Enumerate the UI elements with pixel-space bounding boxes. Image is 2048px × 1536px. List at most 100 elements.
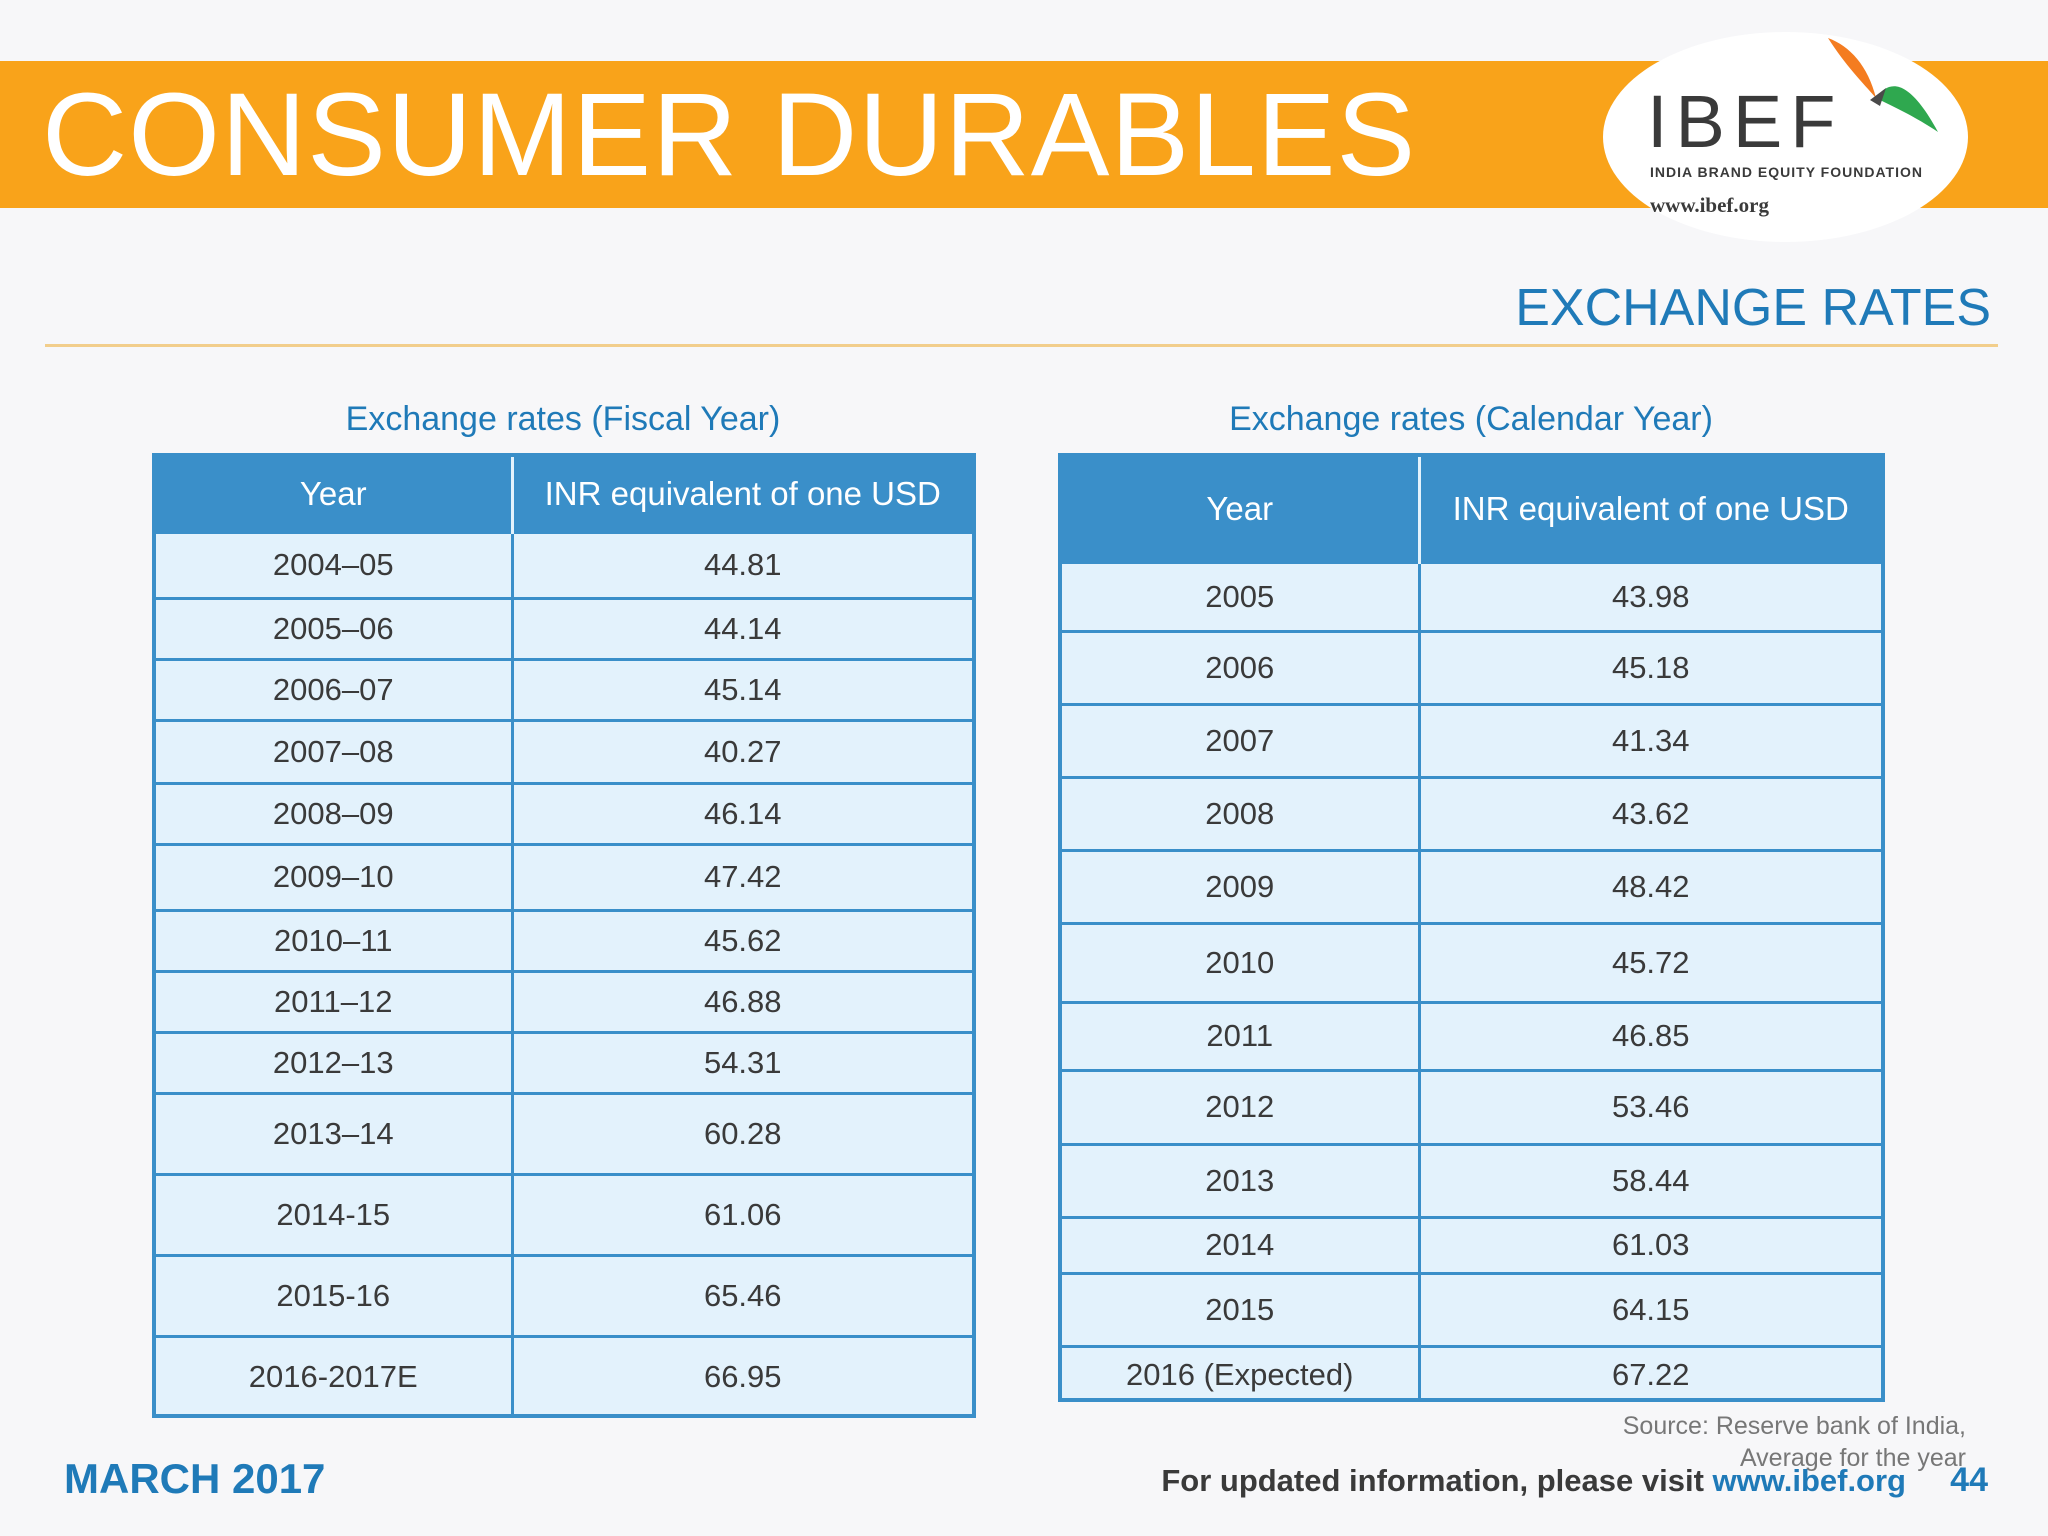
table-row: 2013–14 60.28 [156,1091,972,1174]
table-row: 2010 45.72 [1062,921,1881,1002]
rate-cell: 44.81 [510,530,972,598]
rate-cell: 45.72 [1417,921,1881,1002]
year-cell: 2013–14 [156,1091,512,1174]
report-date: MARCH 2017 [64,1455,326,1502]
table-row: 2006–07 45.14 [156,657,972,720]
table-header-row: Year INR equivalent of one USD [156,457,972,532]
table-row: 2004–05 44.81 [156,530,972,598]
page-number: 44 [1950,1461,1988,1499]
rate-cell: 53.46 [1417,1068,1881,1144]
source-line: Average for the year [1739,1444,1966,1472]
fiscal-table-caption: Exchange rates (Fiscal Year) [345,400,781,438]
rate-cell: 41.34 [1417,702,1881,777]
logo-wordmark: IBEF [1647,80,1844,163]
column-header-year: Year [156,457,512,532]
year-cell: 2006 [1062,629,1419,704]
table-row: 2015-16 65.46 [156,1253,972,1336]
table-row: 2005–06 44.14 [156,596,972,659]
rate-cell: 46.88 [510,969,972,1032]
table-row: 2009–10 47.42 [156,842,972,910]
source-line: Source: Reserve bank of India, [1622,1412,1966,1440]
rate-cell: 44.14 [510,596,972,659]
rate-cell: 65.46 [510,1253,972,1336]
table-row: 2012 53.46 [1062,1068,1881,1144]
rate-cell: 64.15 [1417,1271,1881,1346]
year-cell: 2009 [1062,848,1419,923]
year-cell: 2007 [1062,702,1419,777]
rate-cell: 46.85 [1417,1000,1881,1070]
footer-visit-link[interactable]: www.ibef.org [1712,1463,1906,1498]
year-cell: 2005–06 [156,596,512,659]
column-header-year: Year [1062,457,1419,562]
fiscal-table: Year INR equivalent of one USD 2004–05 44… [152,453,976,1418]
year-cell: 2011–12 [156,969,512,1032]
section-title: EXCHANGE RATES [1515,279,1991,337]
year-cell: 2007–08 [156,718,512,783]
table-row: 2013 58.44 [1062,1142,1881,1217]
year-cell: 2006–07 [156,657,512,720]
rate-cell: 45.18 [1417,629,1881,704]
year-cell: 2008–09 [156,781,512,844]
rate-cell: 43.98 [1417,560,1881,631]
table-row: 2016 (Expected) 67.22 [1062,1344,1881,1402]
year-cell: 2013 [1062,1142,1419,1217]
year-cell: 2015-16 [156,1253,512,1336]
rate-cell: 45.62 [510,908,972,971]
table-row: 2008–09 46.14 [156,781,972,844]
calendar-table-caption: Exchange rates (Calendar Year) [1229,400,1713,438]
table-row: 2015 64.15 [1062,1271,1881,1346]
column-header-inr: INR equivalent of one USD [1417,457,1881,562]
footer-visit: For updated information, please visit ww… [1161,1463,1906,1499]
logo-badge[interactable] [1603,32,1968,242]
rate-cell: 61.03 [1417,1215,1881,1273]
table-row: 2012–13 54.31 [156,1030,972,1093]
table-row: 2007 41.34 [1062,702,1881,777]
year-cell: 2014 [1062,1215,1419,1273]
table-row: 2010–11 45.62 [156,908,972,971]
rate-cell: 61.06 [510,1172,972,1255]
rate-cell: 48.42 [1417,848,1881,923]
rate-cell: 43.62 [1417,775,1881,850]
calendar-table: Year INR equivalent of one USD 2005 43.98… [1058,453,1885,1402]
year-cell: 2009–10 [156,842,512,910]
year-cell: 2011 [1062,1000,1419,1070]
rate-cell: 66.95 [510,1334,972,1416]
table-row: 2007–08 40.27 [156,718,972,783]
table-row: 2005 43.98 [1062,560,1881,631]
source-note: Source: Reserve bank of India, Average f… [1623,1410,1966,1474]
table-header-row: Year INR equivalent of one USD [1062,457,1881,562]
column-header-inr: INR equivalent of one USD [510,457,972,532]
year-cell: 2012–13 [156,1030,512,1093]
page-title: CONSUMER DURABLES [42,69,1417,201]
footer-visit-text: For updated information, please visit [1161,1463,1704,1498]
year-cell: 2004–05 [156,530,512,598]
table-row: 2009 48.42 [1062,848,1881,923]
year-cell: 2014-15 [156,1172,512,1255]
logo-url: www.ibef.org [1650,193,1769,217]
rate-cell: 47.42 [510,842,972,910]
year-cell: 2016 (Expected) [1062,1344,1419,1402]
table-row: 2008 43.62 [1062,775,1881,850]
rate-cell: 46.14 [510,781,972,844]
section-divider [45,344,1998,347]
year-cell: 2010–11 [156,908,512,971]
rate-cell: 54.31 [510,1030,972,1093]
rate-cell: 45.14 [510,657,972,720]
table-row: 2016-2017E 66.95 [156,1334,972,1416]
rate-cell: 40.27 [510,718,972,783]
year-cell: 2016-2017E [156,1334,512,1416]
table-row: 2006 45.18 [1062,629,1881,704]
rate-cell: 58.44 [1417,1142,1881,1217]
table-row: 2011–12 46.88 [156,969,972,1032]
table-row: 2011 46.85 [1062,1000,1881,1070]
table-row: 2014-15 61.06 [156,1172,972,1255]
bird-logo-icon [1828,38,1938,132]
year-cell: 2005 [1062,560,1419,631]
rate-cell: 67.22 [1417,1344,1881,1402]
year-cell: 2010 [1062,921,1419,1002]
table-row: 2014 61.03 [1062,1215,1881,1273]
year-cell: 2012 [1062,1068,1419,1144]
logo-subtitle: INDIA BRAND EQUITY FOUNDATION [1650,164,1923,180]
year-cell: 2015 [1062,1271,1419,1346]
rate-cell: 60.28 [510,1091,972,1174]
